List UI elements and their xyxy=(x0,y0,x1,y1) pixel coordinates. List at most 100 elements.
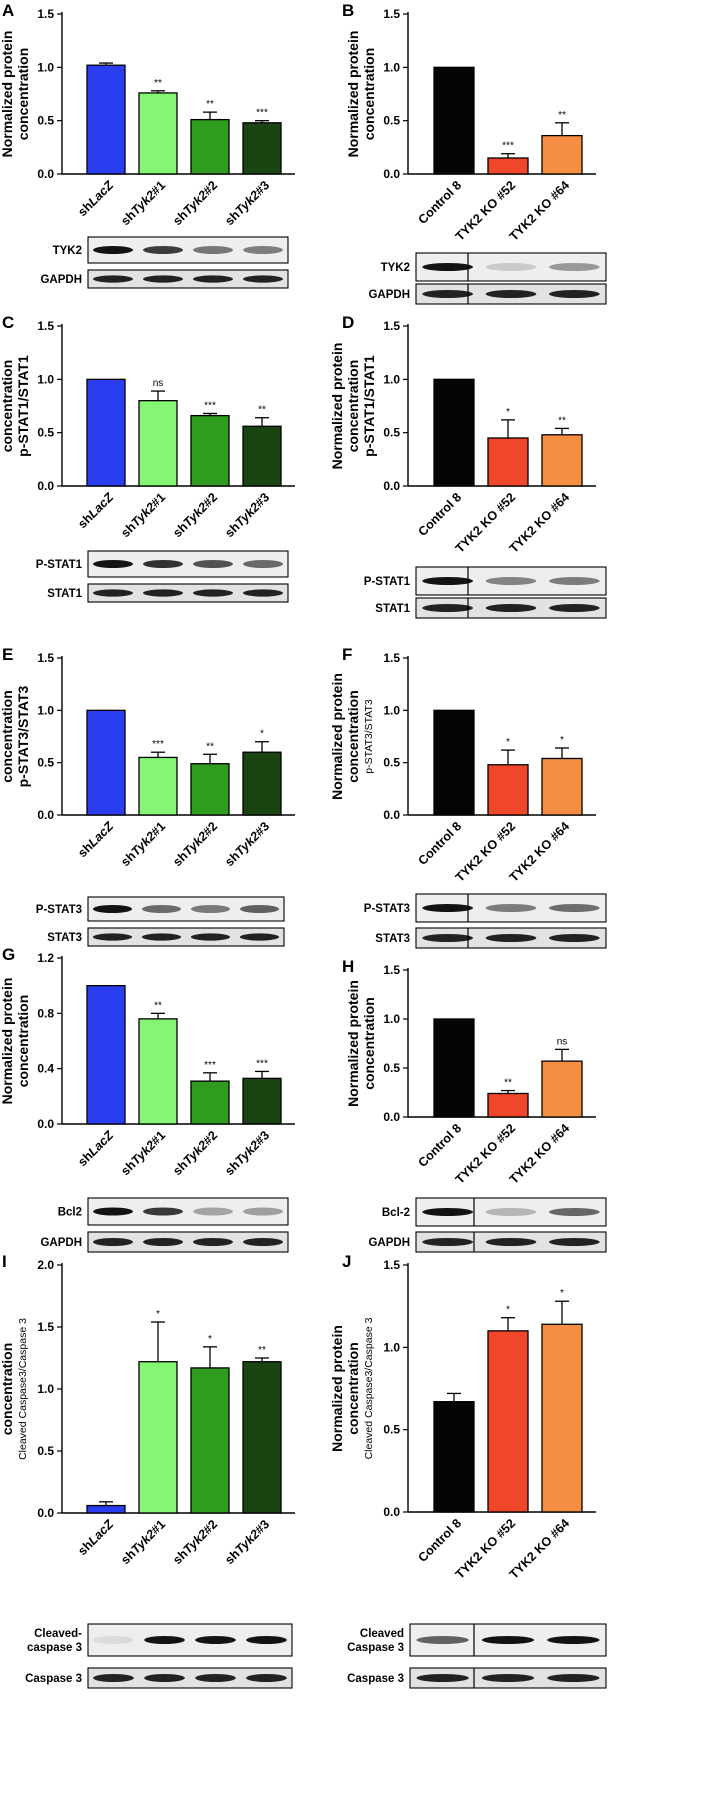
x-category-label: shLacZ xyxy=(75,818,117,860)
panel-letter: A xyxy=(2,1,14,20)
y-axis-label: concentration xyxy=(345,1342,361,1435)
bar xyxy=(242,1361,282,1514)
blot-label: P-STAT3 xyxy=(36,904,82,916)
x-category-label: shTyk2#1 xyxy=(118,490,168,540)
blot-label: Bcl2 xyxy=(58,1207,82,1219)
significance-label: * xyxy=(506,1305,510,1316)
bar xyxy=(242,1077,282,1125)
bar xyxy=(433,1401,475,1513)
blot-band-icon xyxy=(239,933,280,941)
y-tick-label: 1.0 xyxy=(37,703,54,717)
y-tick-label: 1.0 xyxy=(383,1340,400,1354)
y-tick-label: 0.0 xyxy=(383,167,400,181)
y-tick-label: 0.5 xyxy=(383,1423,400,1437)
y-axis-label: Normalized protein xyxy=(329,1325,345,1452)
x-category-label: Control 8 xyxy=(415,1516,464,1565)
blot-band-icon xyxy=(92,905,133,913)
blot-band-icon xyxy=(549,290,600,298)
y-tick-label: 1.5 xyxy=(383,7,400,21)
blot-band-icon xyxy=(416,1636,469,1644)
y-tick-label: 0.0 xyxy=(37,808,54,822)
blot-band-icon xyxy=(547,1674,600,1682)
blot-band-icon xyxy=(485,904,537,912)
y-tick-label: 1.0 xyxy=(383,60,400,74)
blot-band-icon xyxy=(243,560,283,568)
blot-band-icon xyxy=(549,263,600,271)
significance-label: ** xyxy=(206,741,214,752)
significance-label: ** xyxy=(558,415,566,426)
x-category-label: shLacZ xyxy=(75,489,117,531)
blot-band-icon xyxy=(549,577,600,585)
y-axis-label: Normalized protein xyxy=(345,31,361,158)
blot-band-icon xyxy=(193,589,233,597)
y-axis-label: concentration xyxy=(361,48,377,141)
y-tick-label: 0.5 xyxy=(37,756,54,770)
bar xyxy=(86,709,126,816)
panel-g: G 0.0 0.4 0.8 1.2 Normalized protein concentra… xyxy=(0,945,295,1253)
x-category-label: shTyk2#2 xyxy=(170,1128,220,1178)
panel-letter: J xyxy=(342,1252,351,1271)
panel-letter: G xyxy=(2,945,15,964)
y-axis-sublabel: Cleaved Caspase3/Caspase 3 xyxy=(17,1318,29,1460)
blot-band-icon xyxy=(143,560,183,568)
y-tick-label: 0.8 xyxy=(37,1006,54,1020)
blot-band-icon xyxy=(193,560,233,568)
bar xyxy=(541,1323,583,1513)
blot-band-icon xyxy=(422,1208,473,1216)
blot-band-icon xyxy=(195,1636,236,1644)
y-axis-label: Normalized protein xyxy=(329,343,345,470)
blot-band-icon xyxy=(416,1674,469,1682)
bar xyxy=(86,378,126,487)
x-category-label: shTyk2#1 xyxy=(118,1128,168,1178)
blot-band-icon xyxy=(422,904,473,912)
blot-band-icon xyxy=(93,589,133,597)
x-category-label: shLacZ xyxy=(75,1127,117,1169)
blot-label: Caspase 3 xyxy=(25,1673,82,1685)
blot-label: GAPDH xyxy=(40,274,82,286)
bar xyxy=(138,756,178,816)
x-category-label: shTyk2#1 xyxy=(118,1517,168,1567)
x-category-label: shTyk2#1 xyxy=(118,819,168,869)
bar xyxy=(242,425,282,487)
bar xyxy=(541,434,583,487)
blot-band-icon xyxy=(481,1636,535,1644)
blot-label: STAT3 xyxy=(375,933,410,945)
blot-band-icon xyxy=(485,290,537,298)
panel-letter: F xyxy=(342,645,352,664)
y-tick-label: 1.0 xyxy=(383,1012,400,1026)
blot-band-icon xyxy=(485,1208,537,1216)
blot-label: Caspase 3 xyxy=(347,1642,404,1654)
y-axis-label: Normalized protein xyxy=(0,31,15,158)
y-tick-label: 1.0 xyxy=(37,372,54,386)
bar xyxy=(433,66,475,175)
y-tick-label: 1.0 xyxy=(383,703,400,717)
significance-label: * xyxy=(560,735,564,746)
y-tick-label: 0.0 xyxy=(383,479,400,493)
blot-band-icon xyxy=(143,1207,183,1216)
panel-letter: B xyxy=(342,1,354,20)
significance-label: ** xyxy=(258,405,266,416)
x-category-label: shTyk2#1 xyxy=(118,178,168,228)
blot-band-icon xyxy=(93,246,133,254)
significance-label: ** xyxy=(154,1000,162,1011)
significance-label: *** xyxy=(256,108,268,119)
bar xyxy=(190,118,230,175)
x-category-label: shLacZ xyxy=(75,177,117,219)
significance-label: ** xyxy=(258,1345,266,1356)
bar xyxy=(487,157,529,175)
blot-band-icon xyxy=(193,246,233,254)
y-axis-label: p-STAT1/STAT1 xyxy=(361,355,377,457)
blot-label: TYK2 xyxy=(381,262,410,274)
bar xyxy=(487,1092,529,1118)
blot-band-icon xyxy=(193,1238,233,1246)
y-axis-label: Normalized protein xyxy=(0,978,15,1105)
bar xyxy=(487,1330,529,1513)
y-tick-label: 1.5 xyxy=(37,7,54,21)
bar xyxy=(487,437,529,487)
significance-label: * xyxy=(506,407,510,418)
blot-band-icon xyxy=(143,246,183,254)
blot-band-icon xyxy=(93,1636,134,1644)
blot-label: GAPDH xyxy=(40,1237,82,1249)
bar xyxy=(190,414,230,487)
